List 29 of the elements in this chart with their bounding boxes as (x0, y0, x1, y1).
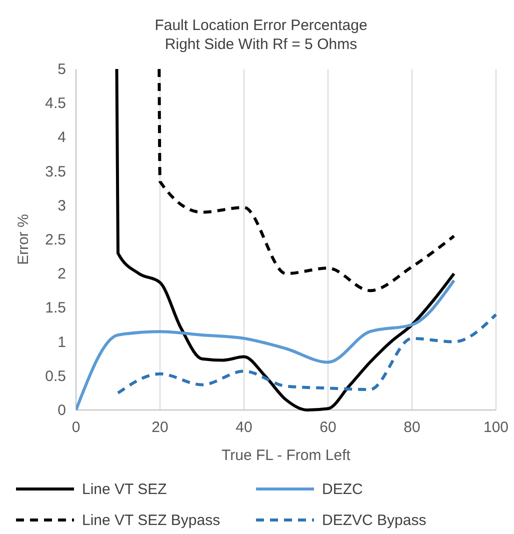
chart-subtitle: Right Side With Rf = 5 Ohms (164, 36, 358, 53)
x-tick-label: 0 (72, 419, 80, 436)
x-axis-title: True FL - From Left (222, 447, 352, 464)
y-tick-label: 0.5 (45, 368, 66, 385)
y-tick-label: 3 (58, 197, 66, 214)
x-tick-label: 100 (483, 419, 509, 436)
y-tick-label: 3.5 (45, 163, 66, 180)
chart-title: Fault Location Error Percentage (154, 17, 368, 34)
y-tick-label: 2 (58, 266, 66, 283)
x-tick-label: 80 (404, 419, 420, 436)
y-axis-title: Error % (15, 214, 32, 265)
y-tick-label: 1.5 (45, 300, 66, 317)
y-tick-label: 5 (58, 61, 66, 78)
y-tick-label: 4.5 (45, 95, 66, 112)
line-series (115, 68, 456, 412)
legend-label: Line VT SEZ (82, 481, 167, 498)
legend-label: DEZC (322, 481, 363, 498)
y-tick-label: 4 (58, 129, 66, 146)
line-series (76, 278, 456, 412)
line-series (116, 313, 498, 394)
legend-label: DEZVC Bypass (322, 512, 426, 529)
line-series (158, 68, 456, 292)
y-tick-label: 1 (58, 334, 66, 351)
y-tick-label: 0 (58, 402, 66, 419)
x-tick-label: 20 (152, 419, 168, 436)
x-tick-label: 60 (320, 419, 336, 436)
y-tick-label: 2.5 (45, 232, 66, 248)
legend-label: Line VT SEZ Bypass (82, 512, 220, 529)
x-tick-label: 40 (236, 419, 252, 436)
